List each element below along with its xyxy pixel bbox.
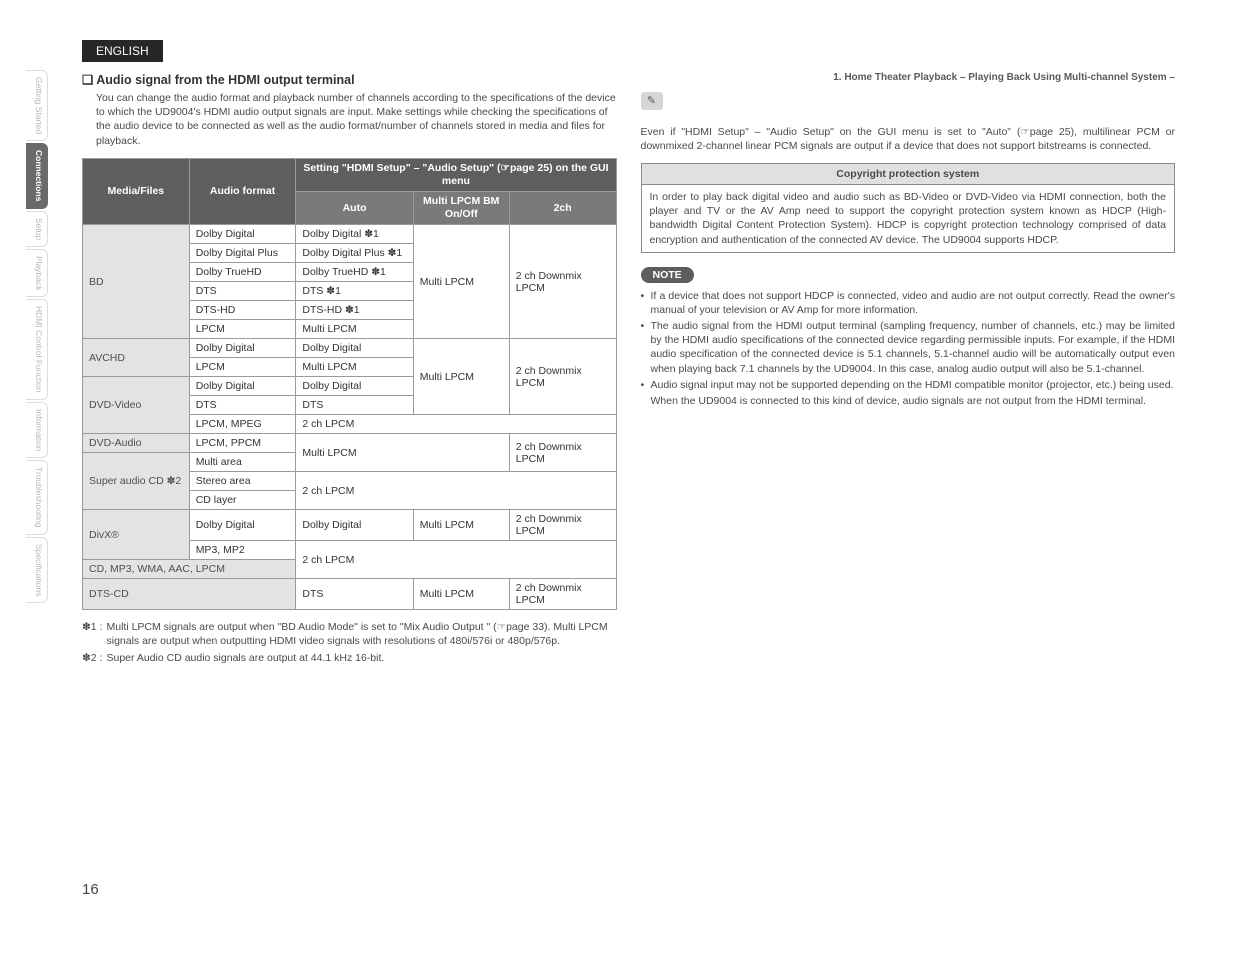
footnote-mark: ✽2 : [82, 651, 102, 665]
box-title: Copyright protection system [642, 164, 1175, 185]
cell: DTS-HD ✽1 [296, 301, 413, 320]
cell: LPCM [189, 358, 296, 377]
cell: DTS [189, 396, 296, 415]
cell: MP3, MP2 [189, 541, 296, 560]
cell: DTS [189, 282, 296, 301]
tab-getting-started[interactable]: Getting Started [26, 70, 48, 141]
table-row: DVD-Audio LPCM, PPCM Multi LPCM 2 ch Dow… [83, 434, 617, 453]
cell-media: CD, MP3, WMA, AAC, LPCM [83, 560, 296, 579]
note-text: Audio signal input may not be supported … [651, 379, 1174, 391]
table-row: DivX® Dolby Digital Dolby Digital Multi … [83, 510, 617, 541]
cell: DTS [296, 579, 413, 610]
th-media: Media/Files [83, 158, 190, 225]
note-subtext: When the UD9004 is connected to this kin… [651, 394, 1176, 408]
cell: Multi LPCM [296, 320, 413, 339]
footnote-mark: ✽1 : [82, 620, 102, 648]
cell: Dolby Digital ✽1 [296, 225, 413, 244]
breadcrumb: 1. Home Theater Playback – Playing Back … [641, 72, 1176, 83]
note-list: If a device that does not support HDCP i… [641, 289, 1176, 408]
cell: 2 ch LPCM [296, 541, 616, 579]
right-intro: Even if "HDMI Setup" – "Audio Setup" on … [641, 125, 1176, 153]
cell: Dolby TrueHD ✽1 [296, 263, 413, 282]
pencil-icon: ✎ [641, 92, 663, 110]
cell: Dolby TrueHD [189, 263, 296, 282]
cell: 2 ch Downmix LPCM [509, 510, 616, 541]
cell: Dolby Digital [189, 377, 296, 396]
cell: Dolby Digital [296, 377, 413, 396]
cell: LPCM, MPEG [189, 415, 296, 434]
cell: 2 ch LPCM [296, 415, 616, 434]
cell: 2 ch Downmix LPCM [509, 579, 616, 610]
cell: Dolby Digital Plus ✽1 [296, 244, 413, 263]
cell: Multi area [189, 453, 296, 472]
cell: Multi LPCM [413, 225, 509, 339]
footnotes: ✽1 : Multi LPCM signals are output when … [82, 620, 617, 665]
cell-media: AVCHD [83, 339, 190, 377]
page-number: 16 [82, 881, 99, 898]
cell: 2 ch LPCM [296, 472, 616, 510]
audio-signal-table: Media/Files Audio format Setting "HDMI S… [82, 158, 617, 611]
cell: Dolby Digital [189, 225, 296, 244]
language-label: ENGLISH [82, 40, 163, 62]
th-format: Audio format [189, 158, 296, 225]
table-row: AVCHD Dolby Digital Dolby Digital Multi … [83, 339, 617, 358]
tab-troubleshooting[interactable]: Troubleshooting [26, 460, 48, 535]
copyright-box: Copyright protection system In order to … [641, 163, 1176, 253]
th-multi: Multi LPCM BM On/Off [413, 191, 509, 224]
tab-setup[interactable]: Setup [26, 211, 48, 247]
side-nav: Getting Started Connections Setup Playba… [26, 70, 48, 603]
list-item: Audio signal input may not be supported … [641, 378, 1176, 408]
section-intro: You can change the audio format and play… [96, 91, 617, 148]
tab-connections[interactable]: Connections [26, 143, 48, 208]
cell: Dolby Digital Plus [189, 244, 296, 263]
list-item: If a device that does not support HDCP i… [641, 289, 1176, 317]
note-label: NOTE [641, 267, 694, 283]
list-item: The audio signal from the HDMI output te… [641, 319, 1176, 376]
cell: DTS [296, 396, 413, 415]
cell-media: DivX® [83, 510, 190, 560]
cell-media: BD [83, 225, 190, 339]
left-column: Audio signal from the HDMI output termin… [82, 72, 617, 667]
box-body: In order to play back digital video and … [642, 185, 1175, 252]
cell: Multi LPCM [296, 358, 413, 377]
cell-media: Super audio CD ✽2 [83, 453, 190, 510]
cell: Stereo area [189, 472, 296, 491]
table-row: DTS-CD DTS Multi LPCM 2 ch Downmix LPCM [83, 579, 617, 610]
tab-hdmi-control[interactable]: HDMI Control Function [26, 299, 48, 399]
cell: Dolby Digital [189, 339, 296, 358]
right-column: 1. Home Theater Playback – Playing Back … [641, 72, 1176, 667]
cell: Dolby Digital [189, 510, 296, 541]
cell: DTS-HD [189, 301, 296, 320]
cell: Multi LPCM [296, 434, 509, 472]
cell-media: DTS-CD [83, 579, 296, 610]
th-2ch: 2ch [509, 191, 616, 224]
cell: Multi LPCM [413, 339, 509, 415]
cell: Dolby Digital [296, 510, 413, 541]
tab-information[interactable]: Information [26, 402, 48, 459]
cell: 2 ch Downmix LPCM [509, 339, 616, 415]
cell: Multi LPCM [413, 510, 509, 541]
tab-specifications[interactable]: Specifications [26, 537, 48, 603]
cell: Dolby Digital [296, 339, 413, 358]
cell: LPCM, PPCM [189, 434, 296, 453]
cell: CD layer [189, 491, 296, 510]
cell: 2 ch Downmix LPCM [509, 434, 616, 472]
cell-media: DVD-Audio [83, 434, 190, 453]
cell: 2 ch Downmix LPCM [509, 225, 616, 339]
th-auto: Auto [296, 191, 413, 224]
section-title: Audio signal from the HDMI output termin… [82, 72, 617, 87]
cell: LPCM [189, 320, 296, 339]
th-setting: Setting "HDMI Setup" – "Audio Setup" (☞p… [296, 158, 616, 191]
table-row: BD Dolby Digital Dolby Digital ✽1 Multi … [83, 225, 617, 244]
footnote-text: Super Audio CD audio signals are output … [106, 651, 384, 665]
tab-playback[interactable]: Playback [26, 249, 48, 298]
footnote-text: Multi LPCM signals are output when "BD A… [106, 620, 616, 648]
cell-media: DVD-Video [83, 377, 190, 434]
cell: Multi LPCM [413, 579, 509, 610]
cell: DTS ✽1 [296, 282, 413, 301]
